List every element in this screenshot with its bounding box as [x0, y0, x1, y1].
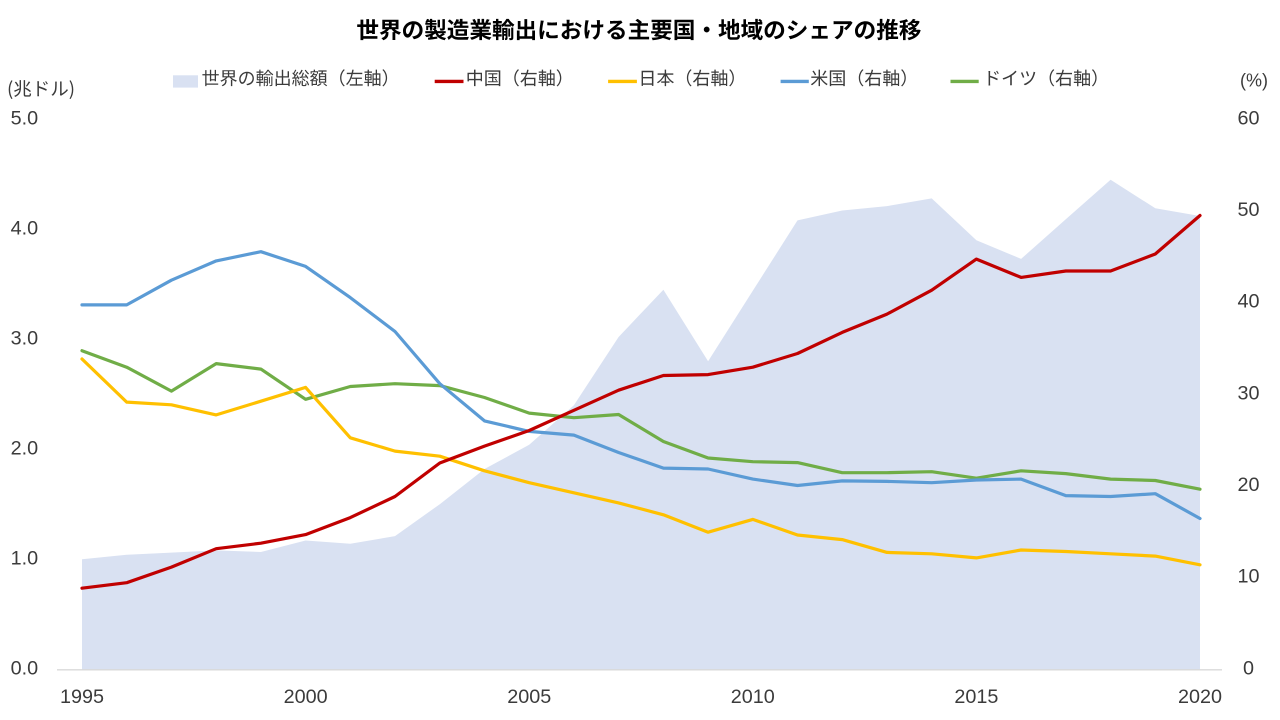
- svg-text:60: 60: [1237, 107, 1259, 129]
- svg-text:2015: 2015: [954, 686, 998, 708]
- svg-text:2.0: 2.0: [11, 437, 39, 459]
- svg-text:1995: 1995: [60, 686, 104, 708]
- svg-text:0: 0: [1243, 657, 1254, 679]
- svg-text:40: 40: [1237, 291, 1259, 313]
- svg-text:2020: 2020: [1178, 686, 1222, 708]
- svg-text:4.0: 4.0: [11, 217, 39, 239]
- svg-text:10: 10: [1237, 566, 1259, 588]
- svg-text:2010: 2010: [731, 686, 775, 708]
- svg-text:0.0: 0.0: [11, 657, 39, 679]
- svg-text:2005: 2005: [507, 686, 551, 708]
- svg-text:1.0: 1.0: [11, 547, 39, 569]
- svg-text:(%): (%): [1240, 71, 1268, 91]
- svg-text:20: 20: [1237, 474, 1259, 496]
- svg-text:30: 30: [1237, 382, 1259, 404]
- svg-text:3.0: 3.0: [11, 327, 39, 349]
- svg-text:2000: 2000: [284, 686, 328, 708]
- svg-text:5.0: 5.0: [11, 107, 39, 129]
- svg-text:50: 50: [1237, 199, 1259, 221]
